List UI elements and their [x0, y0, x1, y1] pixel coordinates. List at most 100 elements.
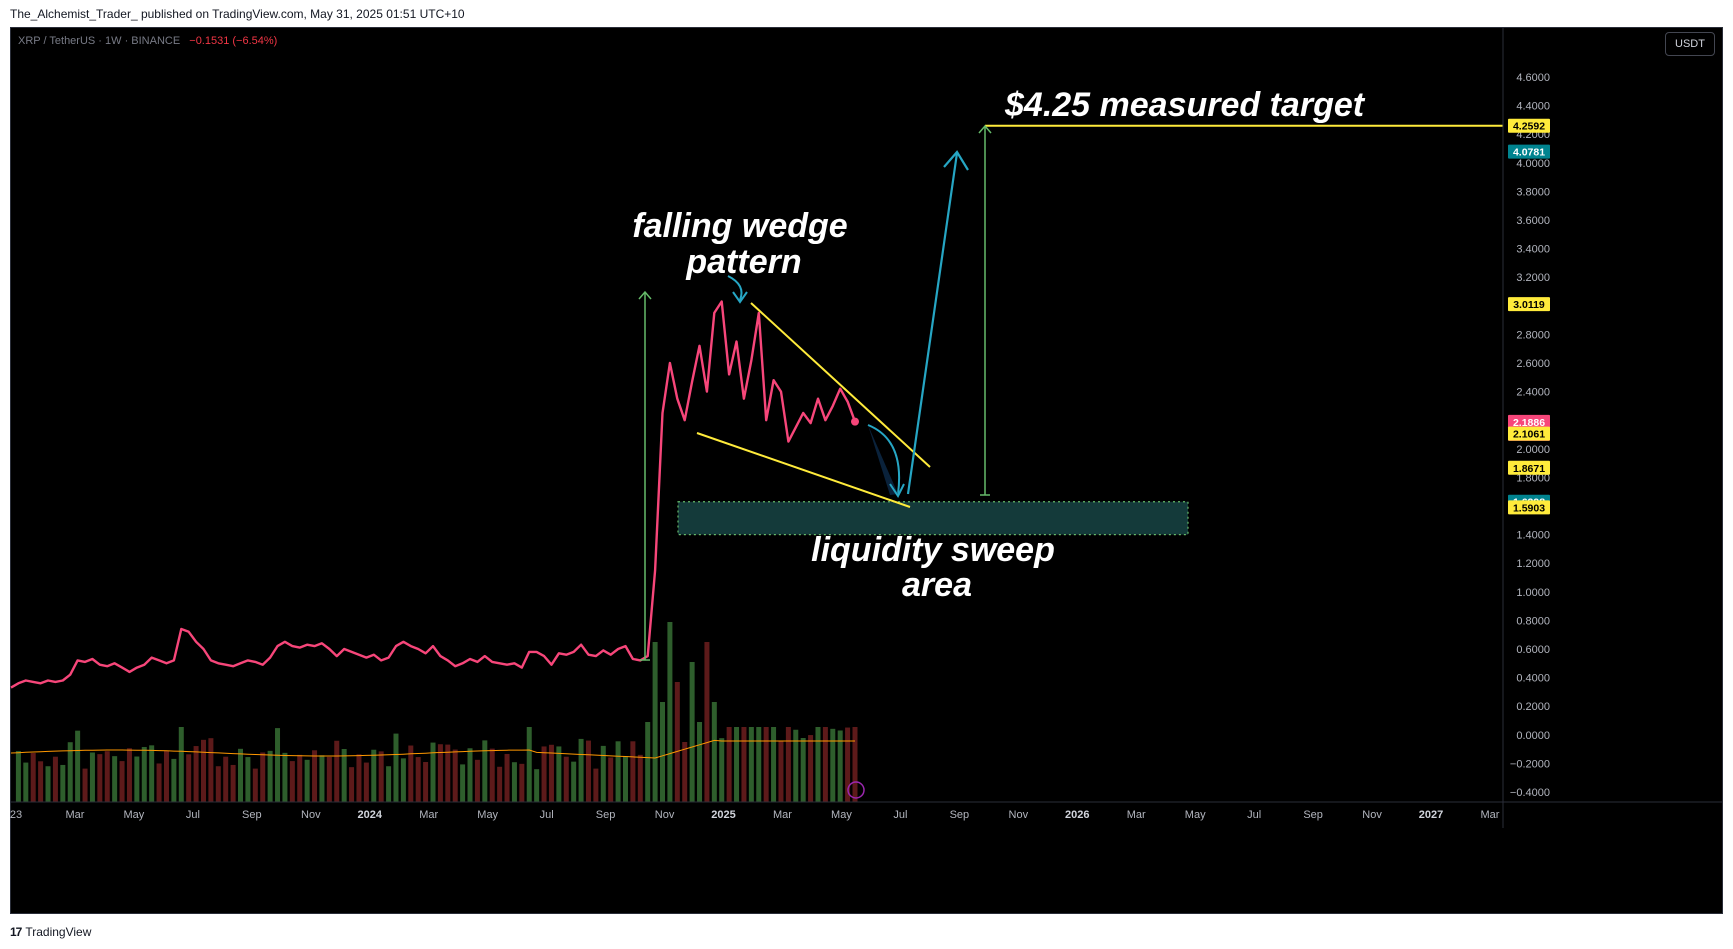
y-tick-label: 2.6000 — [1516, 358, 1550, 370]
volume-bar — [341, 749, 347, 802]
y-tick-label: −0.4000 — [1510, 787, 1550, 799]
volume-bar — [719, 738, 725, 802]
volume-bar — [667, 622, 673, 802]
volume-bar — [126, 748, 132, 802]
x-tick-label: Jul — [893, 809, 907, 821]
volume-bar — [489, 748, 495, 802]
volume-bar — [319, 755, 325, 802]
volume-bar — [415, 757, 421, 802]
tradingview-brand: TradingView — [25, 925, 92, 939]
volume-bar — [608, 757, 614, 802]
volume-bar — [119, 761, 125, 802]
volume-bar — [230, 764, 236, 802]
volume-bar — [52, 756, 58, 802]
volume-bar — [393, 733, 399, 802]
volume-bar — [200, 739, 206, 802]
y-tick-label: 3.2000 — [1516, 272, 1550, 284]
volume-bar — [356, 754, 362, 802]
wedge-pointer-arrow — [727, 275, 743, 301]
volume-bar — [297, 754, 303, 802]
volume-bar — [645, 722, 651, 802]
volume-bar — [748, 727, 754, 802]
price-line — [10, 300, 859, 689]
volume-bar — [97, 754, 103, 802]
time-axis: 23 Mar May Jul Sep Nov 2024 Mar May Jul Sep Nov 2025… — [10, 801, 1722, 821]
axis-price-badge — [1508, 426, 1550, 441]
volume-bar — [734, 727, 740, 802]
volume-bar — [571, 761, 577, 802]
axis-price-badge — [1508, 118, 1550, 133]
y-tick-label: 2.0000 — [1516, 444, 1550, 456]
volume-bars — [15, 622, 858, 802]
volume-bar — [245, 757, 251, 802]
x-tick-label: 2024 — [358, 809, 383, 821]
wedge-annotation-line1: falling wedge — [632, 207, 847, 245]
chart-frame[interactable] — [10, 27, 1723, 914]
projection-arrows — [638, 124, 1503, 661]
measure-arrow-left-head — [638, 290, 652, 300]
axis-price-badge — [1508, 500, 1550, 515]
price-series-line — [10, 300, 857, 689]
volume-bar — [785, 727, 791, 802]
axis-price-badge — [1508, 297, 1550, 312]
axis-price-badge — [1508, 460, 1550, 475]
tradingview-logo[interactable]: 17 TradingView — [10, 925, 91, 939]
volume-bar — [445, 744, 451, 802]
y-tick-label: 1.8000 — [1516, 472, 1550, 484]
y-tick-label: 1.0000 — [1516, 587, 1550, 599]
volume-bar — [467, 748, 473, 802]
volume-bar — [112, 756, 118, 802]
volume-bar — [578, 738, 584, 802]
currency-button[interactable]: USDT — [1665, 32, 1715, 56]
x-tick-label: Sep — [950, 809, 970, 821]
x-tick-label: Mar — [773, 809, 792, 821]
lightning-icon — [847, 781, 865, 799]
volume-bar — [312, 750, 318, 802]
x-tick-label: 2025 — [711, 809, 735, 821]
volume-bar — [771, 727, 777, 802]
y-tick-label: 0.8000 — [1516, 615, 1550, 627]
volume-bar — [400, 758, 406, 802]
curve-shade — [868, 425, 898, 495]
volume-bar — [741, 727, 747, 802]
x-tick-label: 2027 — [1419, 809, 1443, 821]
x-tick-label: May — [477, 809, 498, 821]
target-annotation: $4.25 measured target — [1004, 86, 1366, 124]
volume-bar — [726, 727, 732, 802]
y-tick-label: 2.8000 — [1516, 329, 1550, 341]
volume-bar — [711, 702, 717, 802]
volume-bar — [45, 766, 51, 802]
volume-bar — [652, 642, 658, 802]
curve-down-arrow-head — [889, 483, 905, 498]
volume-bar — [334, 740, 340, 802]
curve-down-arrow — [867, 424, 901, 495]
volume-bar — [378, 751, 384, 802]
axis-price-label: 3.0119 — [1513, 299, 1545, 311]
x-tick-label: May — [124, 809, 145, 821]
measure-arrow-right-head — [978, 124, 992, 134]
axis-price-label: 1.8671 — [1513, 463, 1545, 475]
volume-bar — [689, 662, 695, 802]
x-tick-label: Mar — [419, 809, 438, 821]
volume-bar — [800, 738, 806, 802]
volume-bar — [593, 768, 599, 802]
y-tick-label: 0.4000 — [1516, 673, 1550, 685]
volume-bar — [275, 728, 281, 802]
volume-bar — [822, 727, 828, 802]
x-tick-label: Mar — [1481, 809, 1500, 821]
x-tick-label: 2026 — [1065, 809, 1089, 821]
volume-bar — [778, 740, 784, 802]
volume-bar — [215, 766, 221, 802]
volume-ma-line — [10, 739, 855, 759]
volume-bar — [386, 766, 392, 802]
y-tick-label: 2.4000 — [1516, 387, 1550, 399]
y-tick-label: −0.2000 — [1510, 758, 1550, 770]
volume-bar — [660, 702, 666, 802]
axis-price-label: 2.1061 — [1513, 429, 1545, 441]
y-tick-label: 4.0000 — [1516, 158, 1550, 170]
x-tick-label: Jul — [540, 809, 554, 821]
volume-bar — [556, 746, 562, 802]
wedge-upper-line — [750, 302, 931, 468]
volume-bar — [156, 763, 162, 802]
